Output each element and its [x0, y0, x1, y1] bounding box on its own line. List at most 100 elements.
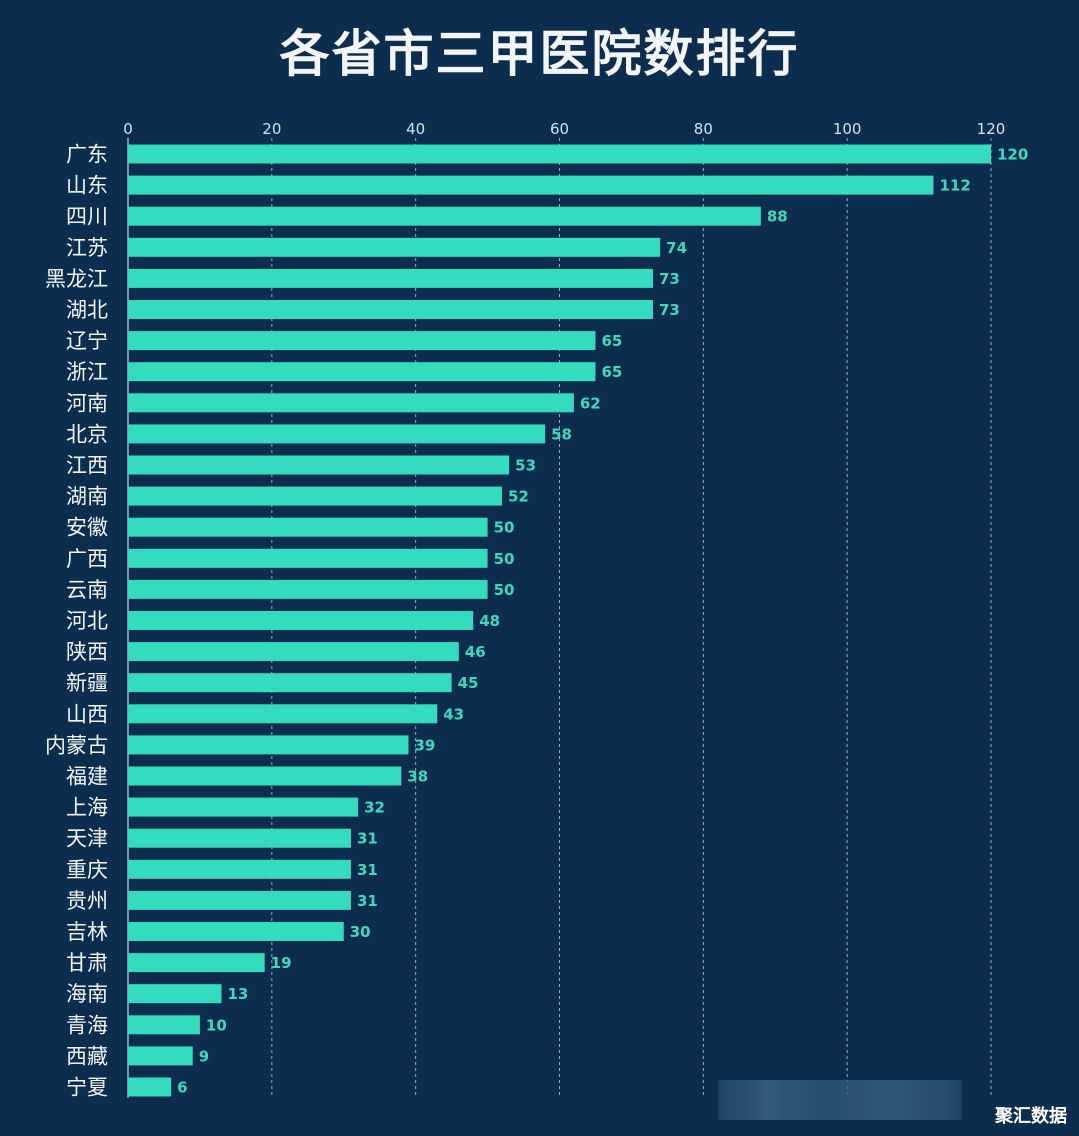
data-label: 19: [271, 954, 292, 972]
category-label: 湖南: [66, 485, 108, 509]
category-label: 广东: [66, 143, 108, 167]
bar-1: [128, 175, 934, 195]
chart-title: 各省市三甲医院数排行: [279, 25, 800, 83]
category-label: 广西: [66, 547, 108, 571]
bar-0: [128, 144, 991, 164]
bar-8: [128, 393, 574, 413]
bar-2: [128, 206, 761, 226]
bar-9: [128, 424, 546, 444]
category-label: 青海: [66, 1013, 108, 1037]
data-label: 88: [767, 208, 788, 226]
category-label: 上海: [66, 796, 108, 820]
category-label: 河北: [66, 609, 108, 633]
bar-3: [128, 237, 661, 257]
bar-26: [128, 953, 265, 973]
x-tick-label: 40: [406, 120, 425, 138]
data-label: 45: [458, 674, 479, 692]
bar-14: [128, 579, 488, 599]
data-label: 30: [350, 923, 371, 941]
bar-12: [128, 517, 488, 537]
data-label: 13: [227, 985, 248, 1003]
bar-28: [128, 1015, 200, 1035]
bar-30: [128, 1077, 172, 1097]
bar-22: [128, 828, 351, 848]
category-label: 贵州: [66, 889, 108, 913]
labels-layer: 0 20 40 60 80 100 120 广东 120 山东 112 四川 88 江苏 74 黑龙江 73 湖北…: [45, 120, 1028, 1100]
category-label: 江苏: [66, 236, 108, 260]
bars-layer: [128, 144, 991, 1097]
category-label: 山西: [66, 702, 108, 726]
bar-7: [128, 362, 596, 382]
data-label: 120: [997, 146, 1028, 164]
x-tick-label: 20: [262, 120, 281, 138]
x-tick-label: 100: [833, 120, 862, 138]
bar-13: [128, 548, 488, 568]
category-label: 北京: [66, 422, 108, 446]
bar-19: [128, 735, 409, 755]
data-label: 9: [199, 1047, 209, 1065]
data-label: 43: [443, 705, 464, 723]
data-label: 10: [206, 1016, 227, 1034]
category-label: 云南: [66, 578, 108, 602]
bar-6: [128, 331, 596, 351]
bar-18: [128, 704, 438, 724]
category-label: 内蒙古: [45, 733, 108, 757]
data-label: 112: [939, 177, 970, 195]
bar-27: [128, 984, 222, 1004]
data-label: 50: [494, 581, 515, 599]
data-label: 65: [601, 332, 622, 350]
data-label: 74: [666, 239, 687, 257]
category-label: 湖北: [66, 298, 108, 322]
category-label: 新疆: [66, 671, 108, 695]
data-label: 65: [601, 363, 622, 381]
category-label: 江西: [66, 454, 108, 478]
bar-11: [128, 486, 502, 506]
data-label: 62: [580, 394, 601, 412]
bar-4: [128, 268, 653, 288]
data-label: 39: [414, 736, 435, 754]
bar-20: [128, 766, 402, 786]
bar-16: [128, 642, 459, 662]
category-label: 吉林: [66, 920, 108, 944]
category-label: 福建: [66, 765, 108, 789]
data-label: 58: [551, 425, 572, 443]
category-label: 四川: [66, 205, 108, 229]
data-label: 32: [364, 799, 385, 817]
data-label: 50: [494, 519, 515, 537]
data-label: 53: [515, 457, 536, 475]
category-label: 海南: [66, 982, 108, 1006]
bar-21: [128, 797, 359, 817]
blurred-watermark: [718, 1080, 962, 1120]
x-tick-label: 120: [977, 120, 1006, 138]
category-label: 天津: [66, 827, 108, 851]
data-label: 31: [357, 892, 378, 910]
data-label: 31: [357, 830, 378, 848]
x-tick-label: 0: [123, 120, 133, 138]
category-label: 安徽: [66, 516, 108, 540]
bar-24: [128, 890, 351, 910]
bar-25: [128, 922, 344, 941]
category-label: 黑龙江: [45, 267, 108, 291]
data-label: 52: [508, 488, 529, 506]
category-label: 山东: [66, 174, 108, 198]
category-label: 甘肃: [66, 951, 108, 975]
data-label: 73: [659, 270, 680, 288]
data-label: 73: [659, 301, 680, 319]
brand-watermark: 聚汇数据: [995, 1106, 1067, 1127]
x-tick-label: 80: [694, 120, 713, 138]
category-label: 辽宁: [66, 329, 108, 353]
category-label: 宁夏: [66, 1076, 108, 1100]
x-tick-label: 60: [550, 120, 569, 138]
bar-10: [128, 455, 510, 475]
data-label: 46: [465, 643, 486, 661]
data-label: 6: [177, 1079, 187, 1097]
category-label: 浙江: [66, 360, 108, 384]
category-label: 重庆: [66, 858, 108, 882]
bar-23: [128, 859, 351, 879]
category-label: 西藏: [66, 1044, 108, 1068]
bar-29: [128, 1046, 193, 1066]
data-label: 50: [494, 550, 515, 568]
bar-15: [128, 611, 474, 630]
bar-17: [128, 673, 452, 693]
